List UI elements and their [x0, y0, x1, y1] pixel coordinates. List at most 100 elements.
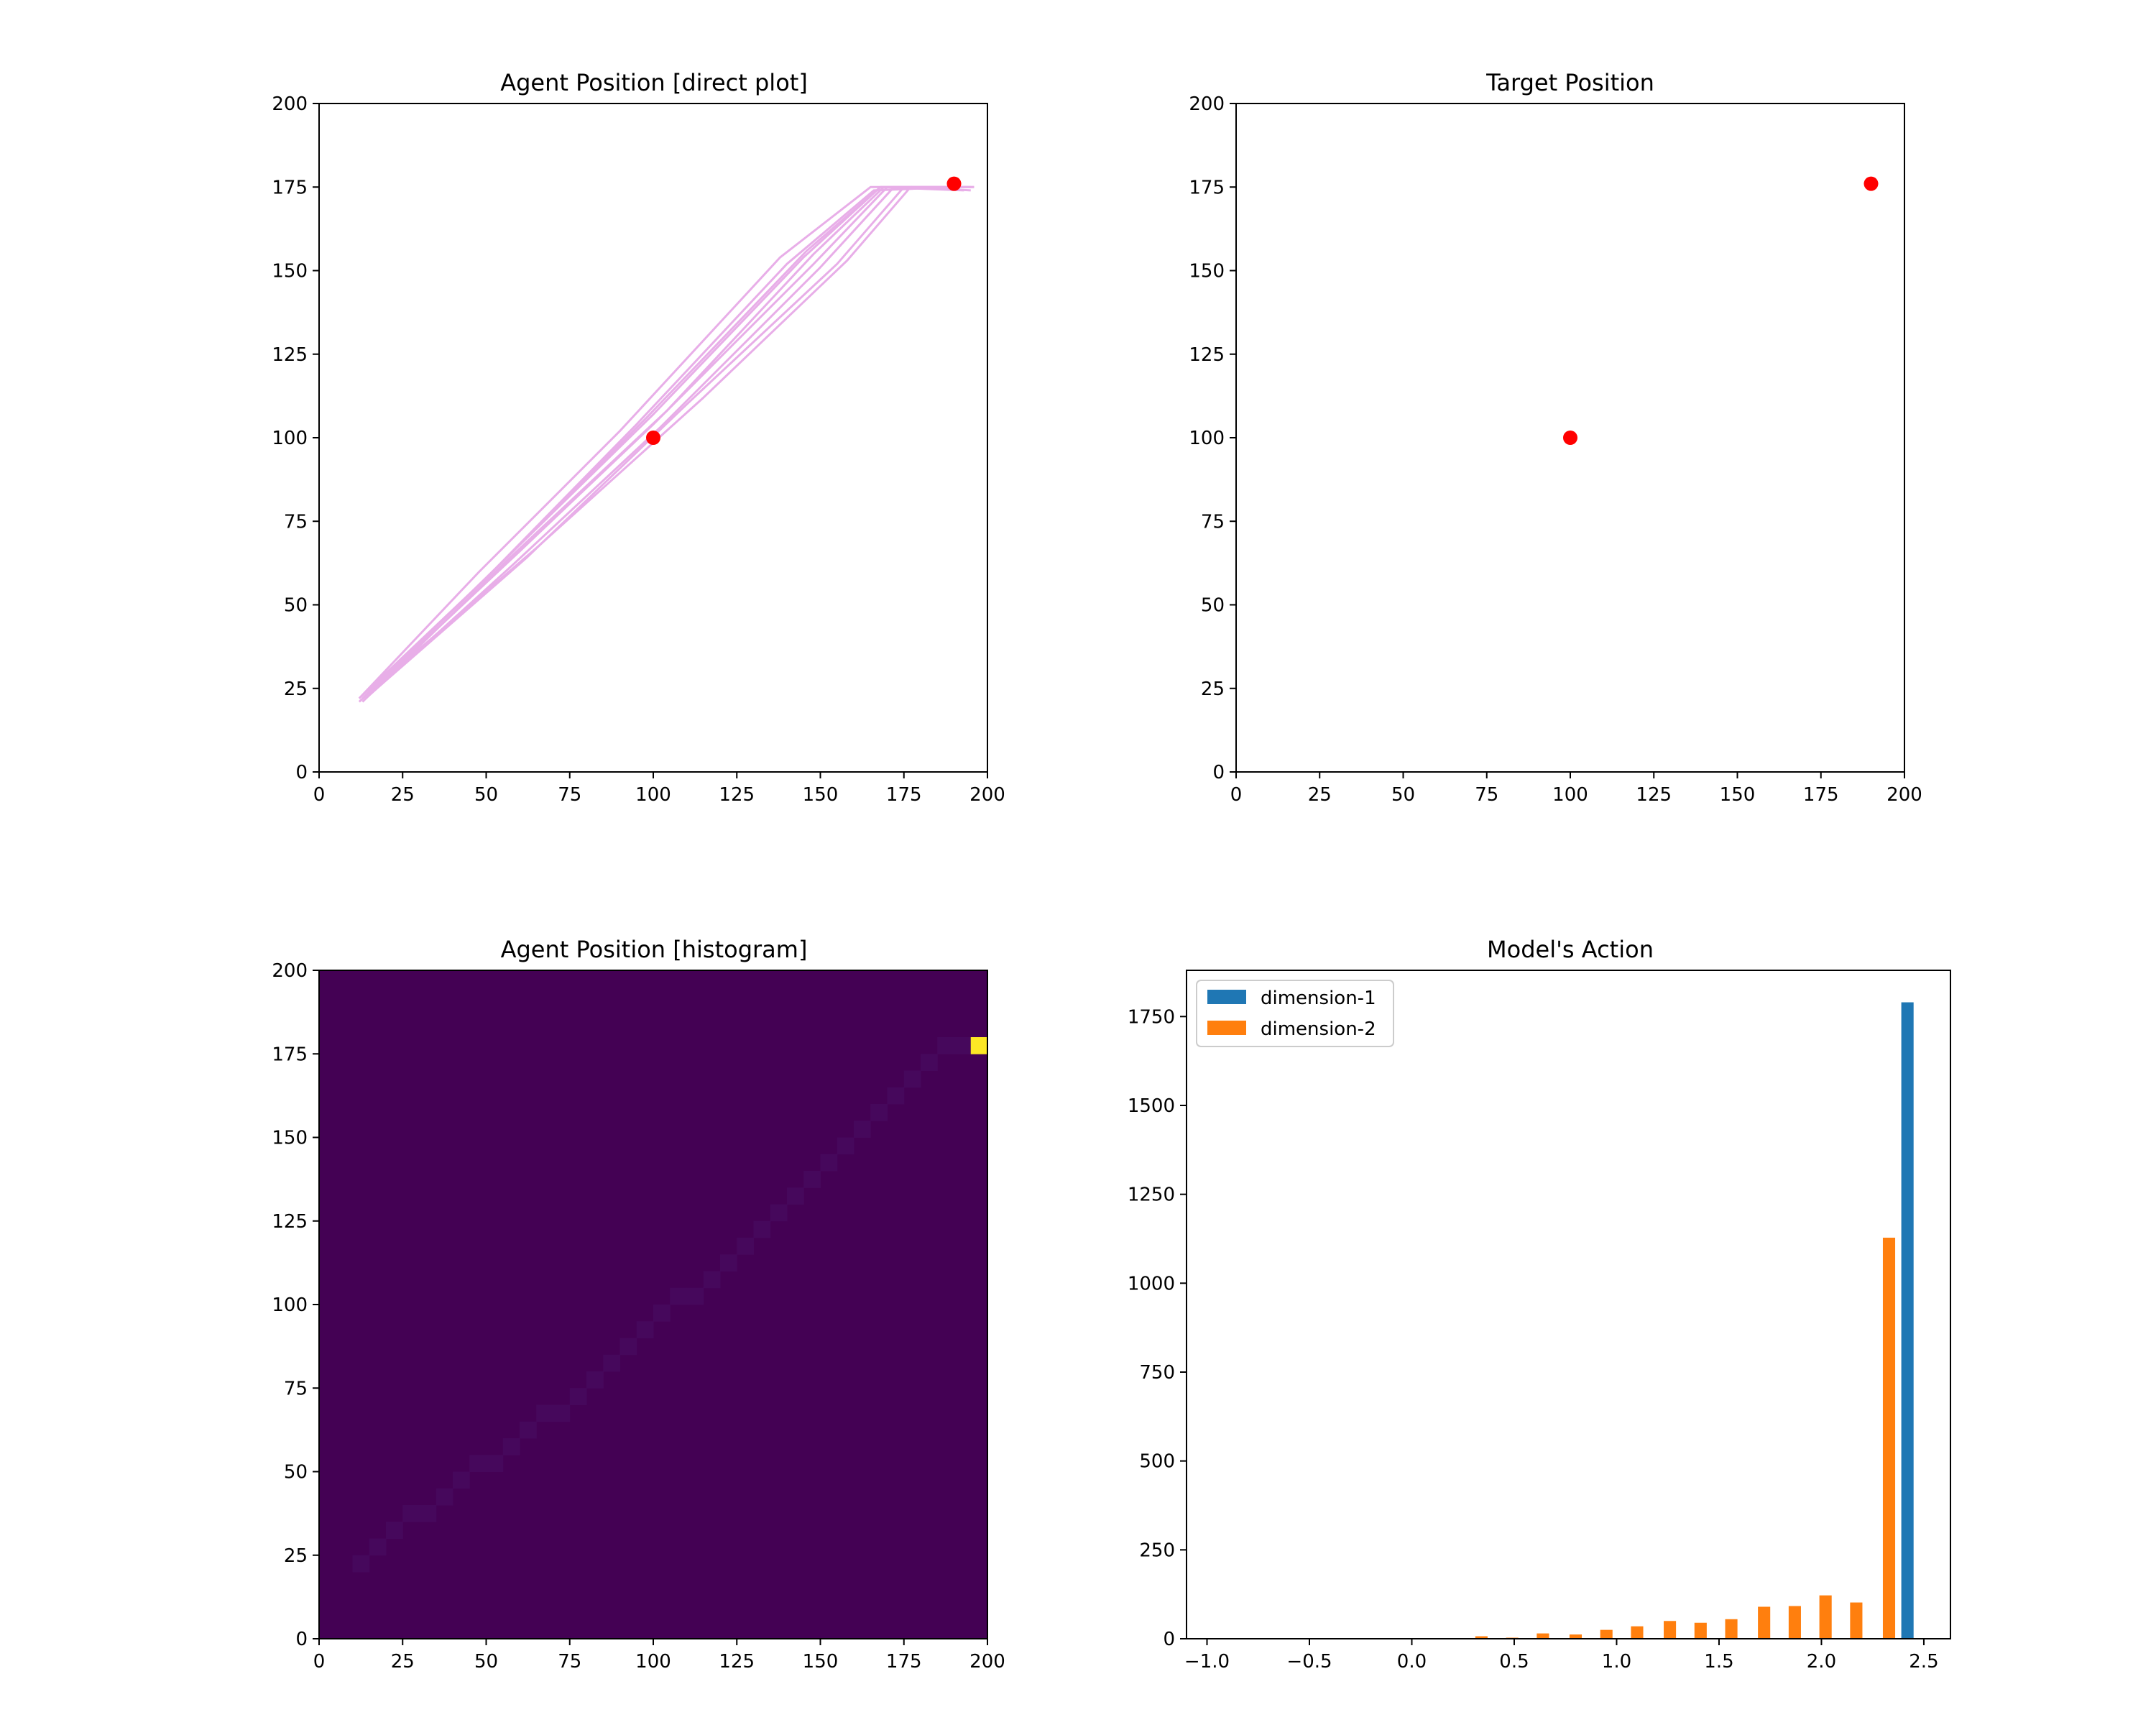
y-tick-label: 1000	[1128, 1273, 1175, 1294]
y-tick-label: 200	[272, 960, 308, 982]
target-point	[1563, 431, 1577, 445]
y-tick-label: 100	[272, 428, 308, 449]
x-tick-label: 50	[1391, 784, 1415, 806]
x-tick-label: −0.5	[1286, 1651, 1332, 1673]
heatmap-trail-cell	[653, 1305, 671, 1322]
y-tick-label: 50	[284, 595, 308, 617]
heatmap-trail-cell	[419, 1505, 437, 1522]
agent-position-direct-plot: Agent Position [direct plot] 0 25 50 75 100 1…	[272, 69, 1005, 806]
y-tick-label: 175	[272, 1044, 308, 1065]
bar-dimension-2	[1569, 1634, 1583, 1639]
heatmap-trail-cell	[937, 1037, 954, 1054]
y-tick-label: 0	[1163, 1629, 1175, 1650]
bar-dimension-2	[1537, 1633, 1549, 1639]
y-axis-ticks: 0 250 500 750 1000 1250 1500 1750	[1128, 1006, 1187, 1650]
histogram-cells	[319, 970, 988, 1639]
heatmap-trail-cell	[803, 1171, 821, 1188]
y-tick-label: 150	[272, 1128, 308, 1149]
x-tick-label: 0	[313, 1651, 326, 1673]
heatmap-trail-cell	[586, 1371, 604, 1389]
y-tick-label: 750	[1139, 1362, 1175, 1384]
y-tick-label: 150	[272, 261, 308, 282]
bar-dimension-2	[1882, 1238, 1896, 1639]
heatmap-trail-cell	[536, 1404, 553, 1422]
heatmap-trail-cell	[954, 1037, 972, 1054]
agent-position-histogram: Agent Position [histogram] 0 25 50 75 100 125…	[272, 936, 1005, 1673]
heatmap-trail-cell	[921, 1054, 938, 1071]
heatmap-trail-cell	[703, 1271, 721, 1289]
bar-dimension-2	[1664, 1621, 1677, 1639]
heatmap-peak-cell	[970, 1037, 988, 1054]
x-tick-label: 175	[886, 784, 922, 806]
heatmap-trail-cell	[670, 1287, 687, 1305]
heatmap-trail-cell	[352, 1555, 370, 1573]
x-axis-ticks: 0 25 50 75 100 125 150 175 200	[313, 772, 1005, 806]
x-tick-label: 0	[313, 784, 326, 806]
action-bars	[1475, 1002, 1914, 1639]
bar-dimension-2	[1475, 1636, 1488, 1639]
y-tick-label: 0	[295, 762, 308, 783]
position-markers	[646, 176, 962, 445]
y-tick-label: 25	[284, 678, 308, 700]
bar-dimension-2	[1631, 1626, 1644, 1639]
y-tick-label: 75	[284, 1378, 308, 1399]
y-tick-label: 150	[1189, 261, 1225, 282]
chart-title: Agent Position [direct plot]	[500, 69, 808, 96]
bar-dimension-2	[1758, 1606, 1771, 1639]
legend-label-dimension-2: dimension-2	[1261, 1018, 1376, 1040]
y-tick-label: 50	[284, 1462, 308, 1484]
y-tick-label: 200	[1189, 93, 1225, 115]
x-tick-label: 25	[1308, 784, 1332, 806]
x-tick-label: 175	[1803, 784, 1839, 806]
x-tick-label: 2.0	[1807, 1651, 1836, 1673]
x-tick-label: 150	[1720, 784, 1756, 806]
heatmap-trail-cell	[502, 1438, 520, 1455]
x-tick-label: 100	[1552, 784, 1588, 806]
y-tick-label: 25	[1201, 678, 1225, 700]
heatmap-trail-cell	[486, 1455, 504, 1472]
heatmap-trail-cell	[903, 1070, 921, 1088]
heatmap-trail-cell	[636, 1321, 654, 1338]
heatmap-trail-cell	[520, 1421, 537, 1439]
y-tick-label: 250	[1139, 1540, 1175, 1561]
x-tick-label: 2.5	[1909, 1651, 1938, 1673]
x-tick-label: 200	[969, 784, 1005, 806]
x-tick-label: 200	[1886, 784, 1922, 806]
axes-frame	[1186, 970, 1951, 1639]
x-tick-label: 50	[474, 784, 498, 806]
y-tick-label: 0	[295, 1629, 308, 1650]
chart-title: Model's Action	[1487, 936, 1654, 963]
model-action-histogram: Model's Action −1.0 −0.5 0.0 0.5 1.0 1.5 2.0 2.…	[1128, 936, 1951, 1673]
x-tick-label: 150	[803, 784, 839, 806]
target-markers	[1563, 176, 1879, 445]
x-tick-label: 200	[969, 1651, 1005, 1673]
y-axis-ticks: 0 25 50 75 100 125 150 175 200	[1189, 93, 1236, 783]
y-tick-label: 125	[1189, 344, 1225, 366]
heatmap-trail-cell	[619, 1338, 637, 1356]
target-position-plot: Target Position 0 25 50 75 100 125 150 175 200 0…	[1189, 69, 1922, 806]
x-tick-label: 0	[1230, 784, 1243, 806]
x-tick-label: 150	[803, 1651, 839, 1673]
x-tick-label: 175	[886, 1651, 922, 1673]
heatmap-trail-cell	[553, 1404, 571, 1422]
heatmap-trail-cell	[402, 1505, 420, 1522]
heatmap-trail-cell	[386, 1522, 403, 1539]
x-tick-label: 75	[558, 1651, 581, 1673]
y-axis-ticks: 0 25 50 75 100 125 150 175 200	[272, 93, 319, 783]
heatmap-trail-cell	[369, 1538, 387, 1556]
y-tick-label: 125	[272, 344, 308, 366]
legend-label-dimension-1: dimension-1	[1261, 988, 1376, 1009]
bar-dimension-2	[1788, 1606, 1801, 1639]
legend: dimension-1 dimension-2	[1196, 980, 1394, 1047]
x-axis-ticks: 0 25 50 75 100 125 150 175 200	[1230, 772, 1922, 806]
y-tick-label: 1750	[1128, 1006, 1175, 1028]
y-tick-label: 0	[1212, 762, 1225, 783]
heatmap-trail-cell	[569, 1388, 587, 1405]
x-tick-label: −1.0	[1184, 1651, 1230, 1673]
x-axis-ticks: 0 25 50 75 100 125 150 175 200	[313, 1639, 1005, 1673]
heatmap-trail-cell	[686, 1287, 704, 1305]
legend-swatch-dimension-1	[1207, 990, 1246, 1004]
heatmap-trail-cell	[770, 1204, 788, 1222]
heatmap-trail-cell	[820, 1154, 838, 1172]
